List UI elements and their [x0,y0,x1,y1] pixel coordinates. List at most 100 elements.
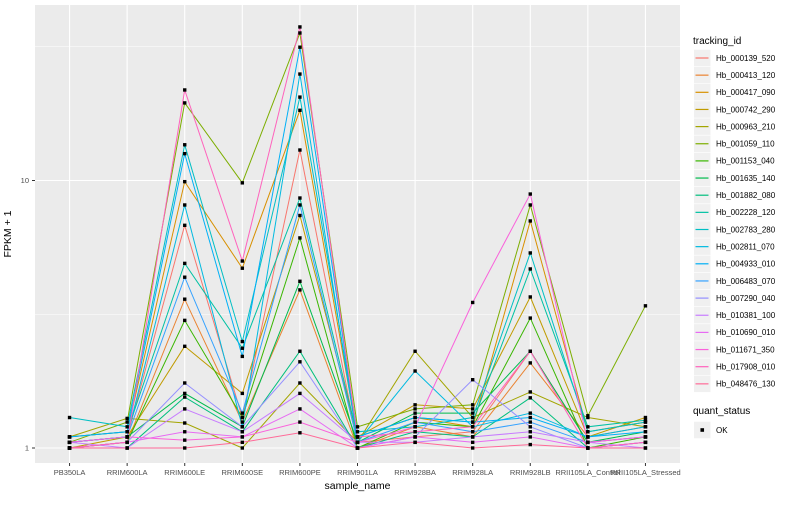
data-point [528,411,532,415]
data-point [298,288,302,292]
data-point [298,203,302,207]
data-point [643,418,648,422]
data-point [183,275,187,279]
data-point [183,438,187,442]
legend-label-Hb_000413_120: Hb_000413_120 [716,71,776,80]
data-point [298,108,302,112]
data-point [240,411,245,415]
data-point [470,411,475,415]
data-point [183,261,187,266]
data-point [183,101,187,105]
data-point [586,435,590,439]
data-point [298,148,302,152]
data-point [413,430,417,434]
data-point [183,151,187,156]
data-point [183,297,187,301]
data-point [643,440,648,445]
data-point [470,420,475,424]
data-point [298,381,302,385]
data-point [643,420,648,424]
data-point [298,407,302,411]
data-point [67,446,72,450]
data-point [528,219,532,223]
data-point [528,349,532,353]
data-point [183,344,187,348]
data-point [643,446,648,450]
data-point [298,391,302,396]
data-point [586,440,590,445]
data-point [355,435,360,439]
data-point [240,430,245,434]
data-point [413,369,417,373]
data-point [528,415,532,420]
data-point [528,316,532,320]
data-point [470,300,475,305]
data-point [528,361,532,365]
x-tick-label: RRIM600LA [107,468,148,477]
data-point [183,179,187,184]
data-point [528,251,532,255]
data-point [413,440,417,445]
legend-label-Hb_017908_010: Hb_017908_010 [716,363,776,372]
data-point [470,425,475,429]
data-point [67,435,72,439]
legend-label-Hb_000417_090: Hb_000417_090 [716,88,776,97]
data-point [183,143,187,147]
data-point [586,414,590,418]
data-point [125,420,129,424]
data-point [528,442,532,447]
data-point [183,318,187,323]
data-point [413,420,417,424]
data-point [240,346,245,350]
data-point [413,415,417,420]
data-point [240,391,245,396]
data-point [355,446,360,450]
data-point [413,411,417,415]
data-point [528,396,532,400]
data-point [125,440,129,445]
data-point [298,279,302,283]
data-point [240,415,245,420]
x-axis-title: sample_name [325,480,391,492]
legend-label-ok: OK [716,426,728,435]
data-point [67,440,72,445]
data-point [298,420,302,424]
legend-label-Hb_006483_070: Hb_006483_070 [716,277,776,286]
data-point [125,446,129,450]
data-point [240,420,245,424]
data-point [355,430,360,434]
data-point [183,381,187,385]
data-point [183,430,187,434]
legend-title-quant-status: quant_status [693,406,750,417]
data-point [240,425,245,429]
y-axis-title: FPKM + 1 [2,210,14,257]
legend-label-Hb_011671_350: Hb_011671_350 [716,345,775,354]
legend-label-Hb_007290_040: Hb_007290_040 [716,294,776,303]
data-point [183,421,187,425]
data-point [125,435,129,439]
legend-title-tracking-id: tracking_id [693,36,741,47]
data-point [643,304,648,308]
legend-label-Hb_001882_080: Hb_001882_080 [716,191,776,200]
data-point [298,431,302,435]
data-point [125,425,129,429]
data-point [298,360,302,364]
data-point [413,435,417,439]
data-point [183,407,187,411]
data-point [528,267,532,271]
data-point [470,435,475,439]
data-point [643,425,648,429]
data-point [240,181,245,185]
data-point [528,430,532,434]
legend-label-Hb_002783_280: Hb_002783_280 [716,225,776,234]
data-point [240,440,245,445]
data-point [298,45,302,49]
data-point [528,435,532,439]
data-point [528,425,532,429]
x-tick-label: RRIM600SE [221,468,263,477]
legend-label-Hb_004933_010: Hb_004933_010 [716,260,776,269]
data-point [528,192,532,196]
data-point [586,446,590,450]
x-tick-label: RRIM600LE [164,468,205,477]
